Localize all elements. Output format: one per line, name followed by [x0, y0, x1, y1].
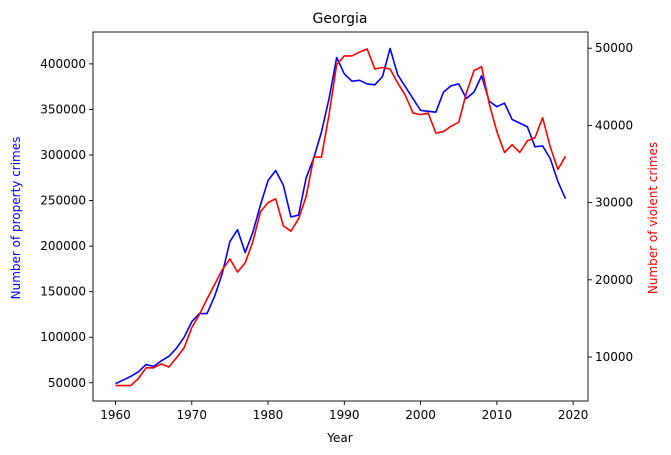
- x-tick-label: 1960: [100, 408, 131, 422]
- y-axis-left-title: Number of property crimes: [9, 137, 23, 300]
- y-left-tick-label: 200000: [40, 239, 86, 253]
- x-tick-label: 1980: [253, 408, 284, 422]
- x-tick-label: 1990: [329, 408, 360, 422]
- y-axis-right-title: Number of violent crimes: [646, 142, 660, 294]
- plot-frame: [92, 31, 589, 402]
- y-axis-right: 10000 20000 30000 40000 50000: [588, 41, 633, 364]
- y-left-tick-label: 50000: [48, 376, 86, 390]
- x-tick-label: 2020: [558, 408, 589, 422]
- x-tick-label: 2000: [405, 408, 436, 422]
- y-left-tick-label: 350000: [40, 102, 86, 116]
- y-right-tick-label: 50000: [595, 41, 633, 55]
- y-left-tick-label: 100000: [40, 330, 86, 344]
- series-layer: [115, 47, 567, 387]
- y-left-tick-label: 400000: [40, 57, 86, 71]
- x-axis: 1960 1970 1980 1990 2000 2010 2020: [100, 401, 588, 422]
- y-right-tick-label: 10000: [595, 350, 633, 364]
- x-tick-label: 2010: [482, 408, 513, 422]
- y-right-tick-label: 30000: [595, 196, 633, 210]
- chart-title: Georgia: [313, 11, 368, 27]
- x-tick-label: 1970: [176, 408, 207, 422]
- y-left-tick-label: 250000: [40, 194, 86, 208]
- property-crimes-line: [115, 47, 567, 385]
- y-right-tick-label: 40000: [595, 118, 633, 132]
- y-left-tick-label: 150000: [40, 285, 86, 299]
- violent-crimes-line: [115, 48, 567, 387]
- x-axis-title: Year: [326, 431, 352, 445]
- y-right-tick-label: 20000: [595, 273, 633, 287]
- y-axis-left: 50000 100000 150000 200000 250000 300000 35000…: [40, 57, 93, 390]
- plot-area: [92, 31, 589, 402]
- y-left-tick-label: 300000: [40, 148, 86, 162]
